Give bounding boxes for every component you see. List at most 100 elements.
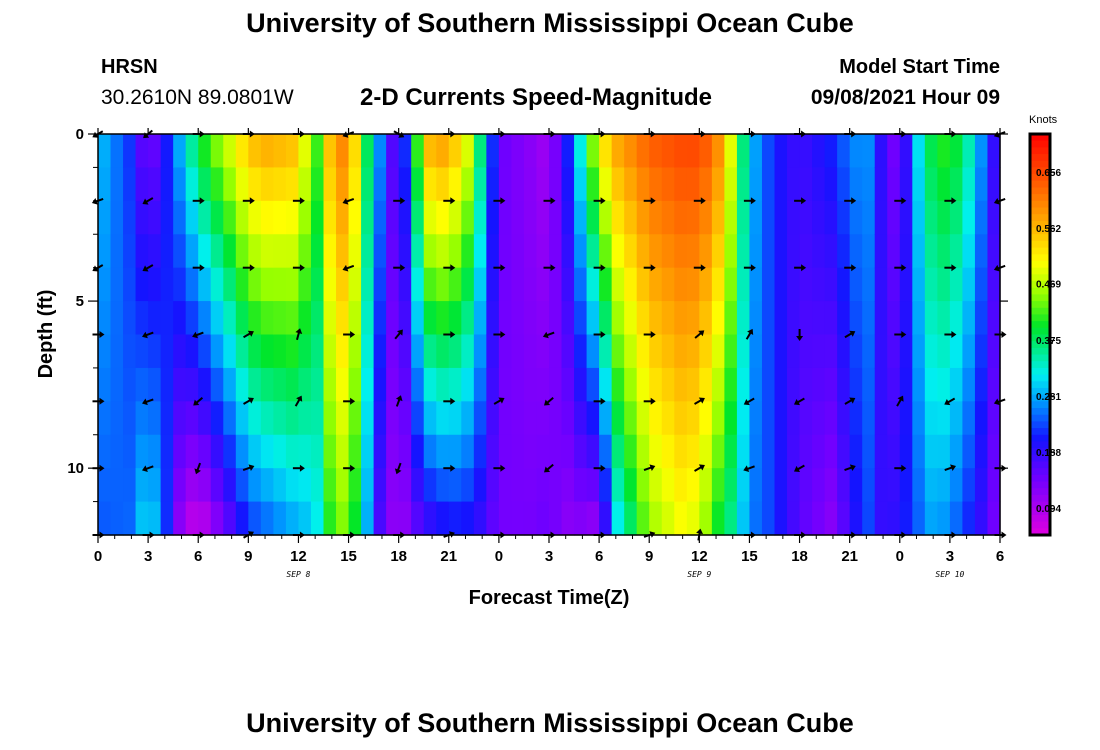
current-arrow xyxy=(793,464,805,472)
heatmap-cell xyxy=(411,434,425,469)
heatmap-cell xyxy=(248,401,262,436)
heatmap-cell xyxy=(223,434,237,469)
heatmap-cell xyxy=(561,401,575,436)
heatmap-cell xyxy=(862,501,876,536)
heatmap-cell xyxy=(837,401,851,436)
heatmap-cell xyxy=(298,134,312,169)
heatmap-cell xyxy=(473,167,487,202)
heatmap-cell xyxy=(323,434,337,469)
colorbar-segment xyxy=(1030,361,1050,369)
heatmap-cell xyxy=(260,200,274,235)
heatmap-cell xyxy=(574,401,588,436)
current-arrow xyxy=(944,464,957,472)
heatmap-cell xyxy=(849,167,863,202)
heatmap-cell xyxy=(260,234,274,269)
colorbar-segment xyxy=(1030,461,1050,469)
heatmap-cell xyxy=(987,200,1001,235)
colorbar-segment xyxy=(1030,287,1050,295)
heatmap-cell xyxy=(110,267,124,302)
heatmap-cell xyxy=(837,367,851,402)
heatmap-cell xyxy=(674,134,688,169)
colorbar-segment xyxy=(1030,167,1050,175)
heatmap-cell xyxy=(285,367,300,402)
heatmap-cell xyxy=(173,367,187,402)
heatmap-cell xyxy=(123,401,137,436)
heatmap-cell xyxy=(173,301,187,336)
heatmap-cell xyxy=(799,501,813,536)
heatmap-cell xyxy=(674,234,688,269)
heatmap-cell xyxy=(624,434,638,469)
heatmap-cell xyxy=(724,267,738,302)
heatmap-cell xyxy=(787,334,801,369)
heatmap-cell xyxy=(536,367,550,402)
x-tick-label: 9 xyxy=(244,548,252,565)
heatmap-cell xyxy=(411,167,425,202)
current-arrow xyxy=(593,397,606,405)
heatmap-cell xyxy=(361,501,375,536)
heatmap-cell xyxy=(498,367,513,402)
y-tick-label: 10 xyxy=(67,460,84,477)
current-arrow xyxy=(894,464,907,472)
heatmap-cell xyxy=(235,501,249,536)
current-arrow xyxy=(643,331,656,338)
colorbar-segment xyxy=(1030,441,1050,449)
heatmap-cell xyxy=(135,234,149,269)
heatmap-cell xyxy=(674,434,688,469)
heatmap-cell xyxy=(711,334,725,369)
heatmap-cell xyxy=(348,401,362,436)
current-arrow xyxy=(192,331,204,339)
heatmap-cell xyxy=(949,301,964,336)
colorbar-segment xyxy=(1030,428,1050,436)
colorbar-segment xyxy=(1030,174,1050,182)
colorbar-segment xyxy=(1030,240,1050,249)
current-arrow xyxy=(894,197,907,205)
current-arrow xyxy=(643,197,656,205)
heatmap-cell xyxy=(461,267,475,302)
heatmap-cell xyxy=(123,167,137,202)
heatmap-cell xyxy=(586,468,600,503)
heatmap-cell xyxy=(148,434,162,469)
current-arrow xyxy=(544,463,554,473)
station-coordinates: 30.2610N 89.0801W xyxy=(101,86,294,109)
heatmap-cell xyxy=(974,267,989,302)
heatmap-cell xyxy=(110,134,124,169)
heatmap-cell xyxy=(686,234,700,269)
heatmap-cell xyxy=(787,434,801,469)
colorbar-segment xyxy=(1030,394,1050,402)
heatmap-cell xyxy=(310,367,325,402)
heatmap-cell xyxy=(724,200,738,235)
current-arrow xyxy=(141,398,154,406)
heatmap-cell xyxy=(348,367,362,402)
heatmap xyxy=(98,134,1001,536)
current-arrow xyxy=(243,397,254,405)
heatmap-cell xyxy=(649,468,663,503)
heatmap-cell xyxy=(361,434,375,469)
heatmap-cell xyxy=(924,401,938,436)
heatmap-cell xyxy=(223,334,237,369)
heatmap-cell xyxy=(962,367,976,402)
heatmap-cell xyxy=(962,167,976,202)
heatmap-cell xyxy=(523,234,538,269)
current-arrow xyxy=(542,331,555,339)
current-arrow xyxy=(92,264,104,272)
heatmap-cell xyxy=(724,468,738,503)
heatmap-cell xyxy=(674,167,688,202)
heatmap-cell xyxy=(210,200,224,235)
heatmap-cell xyxy=(624,234,638,269)
heatmap-cell xyxy=(298,200,312,235)
heatmap-cell xyxy=(574,468,588,503)
heatmap-cell xyxy=(185,301,199,336)
heatmap-cell xyxy=(135,267,149,302)
current-arrow xyxy=(493,397,505,405)
heatmap-cell xyxy=(711,367,725,402)
heatmap-cell xyxy=(198,434,212,469)
heatmap-cell xyxy=(874,234,888,269)
heatmap-cell xyxy=(636,501,650,536)
heatmap-cell xyxy=(486,367,500,402)
heatmap-cell xyxy=(523,367,538,402)
heatmap-cell xyxy=(448,267,462,302)
heatmap-cell xyxy=(611,401,625,436)
heatmap-cell xyxy=(736,468,751,503)
colorbar-segment xyxy=(1030,494,1050,503)
date-label: SEP 10 xyxy=(935,570,964,579)
